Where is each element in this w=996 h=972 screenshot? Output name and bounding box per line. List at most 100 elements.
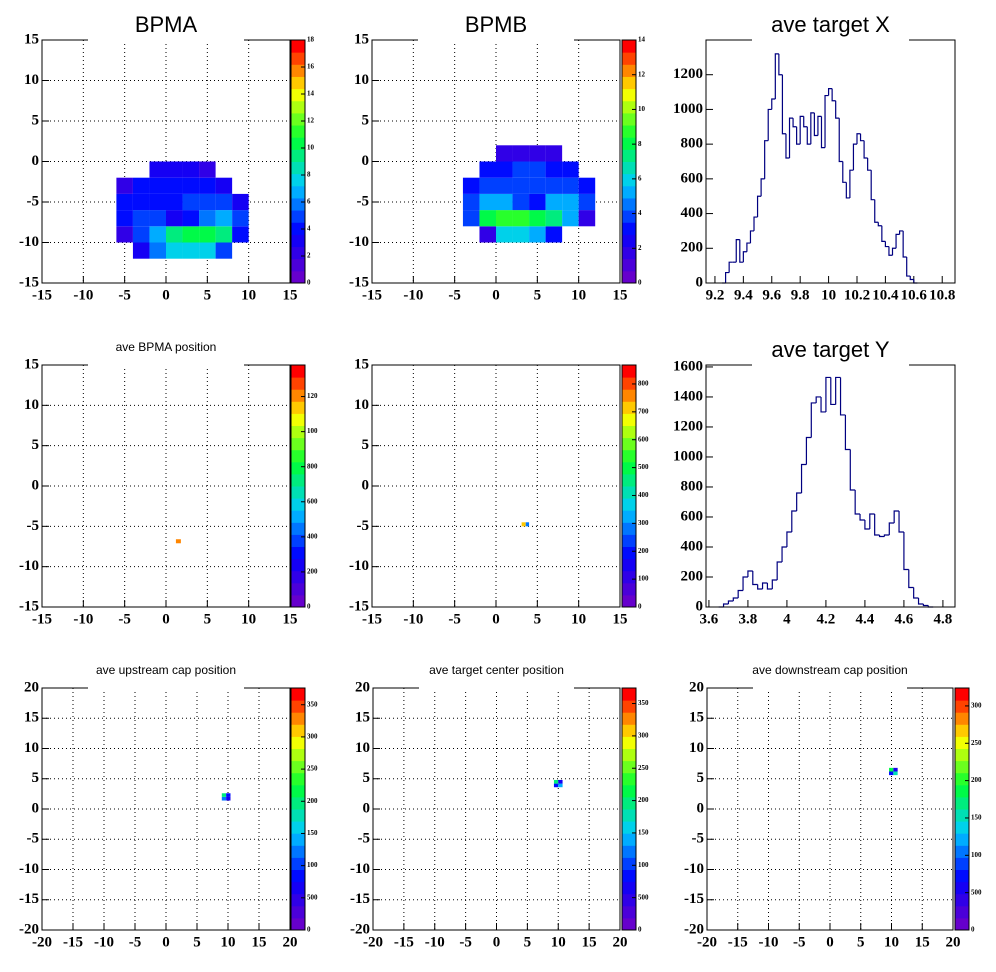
heatmap-cell <box>889 771 894 776</box>
heatmap-cell <box>132 210 150 227</box>
colorbar-band <box>622 473 636 487</box>
colorbar-band <box>955 833 969 846</box>
x-tick-label: 4.4 <box>856 611 875 627</box>
colorbar-band <box>291 724 305 737</box>
colorbar-label: 120 <box>307 392 318 400</box>
histogram-bin <box>854 489 861 515</box>
colorbar-band <box>622 857 636 870</box>
heatmap-cell <box>496 177 513 194</box>
colorbar-label: 100 <box>638 861 649 869</box>
histogram-bin <box>842 161 847 183</box>
x-tick-label: 15 <box>613 611 628 627</box>
colorbar-label: 600 <box>638 435 649 443</box>
heatmap-cell <box>512 145 530 162</box>
x-tick-label: 10 <box>221 934 236 950</box>
histogram-bin <box>827 88 833 96</box>
histogram-bin <box>747 570 753 577</box>
heatmap-cell <box>132 242 150 259</box>
heatmap-cell <box>463 162 480 178</box>
colorbar-band <box>622 210 636 223</box>
y-tick-label: -10 <box>349 558 369 574</box>
heatmap-cell <box>166 210 183 227</box>
chart-title: ave target X <box>771 12 890 37</box>
colorbar-band <box>291 712 305 725</box>
histogram-bin <box>864 519 870 530</box>
colorbar-label: 150 <box>638 829 649 837</box>
colorbar-label: 0 <box>971 926 975 934</box>
colorbar-band <box>622 173 636 187</box>
heatmap-cell <box>149 210 166 227</box>
heatmap-cell <box>529 145 546 162</box>
colorbar-band <box>955 760 969 774</box>
colorbar-band <box>622 845 636 858</box>
heatmap-cell <box>562 226 579 242</box>
histogram-bin <box>791 510 797 532</box>
heatmap-cell <box>578 177 596 194</box>
heatmap-cell <box>226 796 231 801</box>
y-tick-label: 5 <box>32 770 40 786</box>
colorbar-band <box>622 377 636 390</box>
colorbar-band <box>955 857 969 870</box>
colorbar-band <box>291 258 305 272</box>
colorbar-label: 0 <box>638 926 642 934</box>
histogram-bin <box>786 531 792 547</box>
colorbar-label: 16 <box>307 63 315 71</box>
x-tick-label: 9.4 <box>734 287 753 303</box>
colorbar-band <box>622 234 636 248</box>
colorbar-band <box>291 881 305 895</box>
y-tick-label: 0 <box>362 477 370 493</box>
x-tick-label: 15 <box>283 611 298 627</box>
x-tick-label: 0 <box>492 611 500 627</box>
colorbar-label: 350 <box>307 700 318 708</box>
colorbar-label: 500 <box>638 893 649 901</box>
histogram-bin <box>817 115 822 136</box>
colorbar-band <box>622 917 636 931</box>
x-tick-label: 10 <box>571 287 586 303</box>
y-tick-label: 0 <box>697 800 705 816</box>
y-tick-label: 1000 <box>673 448 703 464</box>
heatmap-cell <box>512 193 530 211</box>
heatmap-cell <box>132 193 150 211</box>
colorbar-band <box>955 700 969 713</box>
y-tick-label: 1400 <box>673 388 703 404</box>
colorbar-band <box>622 88 636 102</box>
heatmap-cell <box>512 161 530 178</box>
heatmap-cell <box>479 177 496 194</box>
colorbar-band <box>291 76 305 90</box>
histogram-bin <box>764 140 769 179</box>
colorbar-label: 14 <box>307 90 315 98</box>
histogram-bin <box>820 116 826 149</box>
colorbar-band <box>622 222 636 235</box>
x-tick-label: -5 <box>129 934 142 950</box>
histogram-bin <box>835 376 841 405</box>
colorbar-label: 4 <box>307 225 311 233</box>
x-tick-label: -5 <box>459 934 472 950</box>
colorbar-label: 250 <box>307 765 318 773</box>
colorbar-band <box>955 869 969 883</box>
colorbar-band <box>622 558 636 572</box>
heatmap-cell <box>529 193 546 211</box>
y-tick-label: -15 <box>349 274 369 290</box>
x-tick-label: 0 <box>162 287 170 303</box>
colorbar-band <box>622 161 636 175</box>
histogram-bin <box>899 230 904 235</box>
colorbar-band <box>291 210 305 223</box>
histogram-bin <box>874 513 880 536</box>
chart-title: BPMA <box>135 12 198 37</box>
colorbar-label: 8 <box>638 140 642 148</box>
histogram-bin <box>884 241 889 248</box>
heatmap-cell <box>199 161 216 178</box>
heatmap-cell <box>462 210 480 227</box>
heatmap-cell <box>175 539 181 544</box>
heatmap-cell <box>553 783 559 788</box>
x-tick-label: -10 <box>73 611 93 627</box>
colorbar-band <box>291 449 305 463</box>
histogram-bin <box>917 597 924 605</box>
histogram-bin <box>874 199 879 223</box>
colorbar-band <box>622 437 636 451</box>
colorbar-label: 500 <box>307 893 318 901</box>
y-tick-label: 15 <box>24 31 39 47</box>
colorbar-label: 0 <box>638 603 642 611</box>
x-tick-label: 10 <box>821 287 836 303</box>
heatmap-cell <box>215 193 233 211</box>
